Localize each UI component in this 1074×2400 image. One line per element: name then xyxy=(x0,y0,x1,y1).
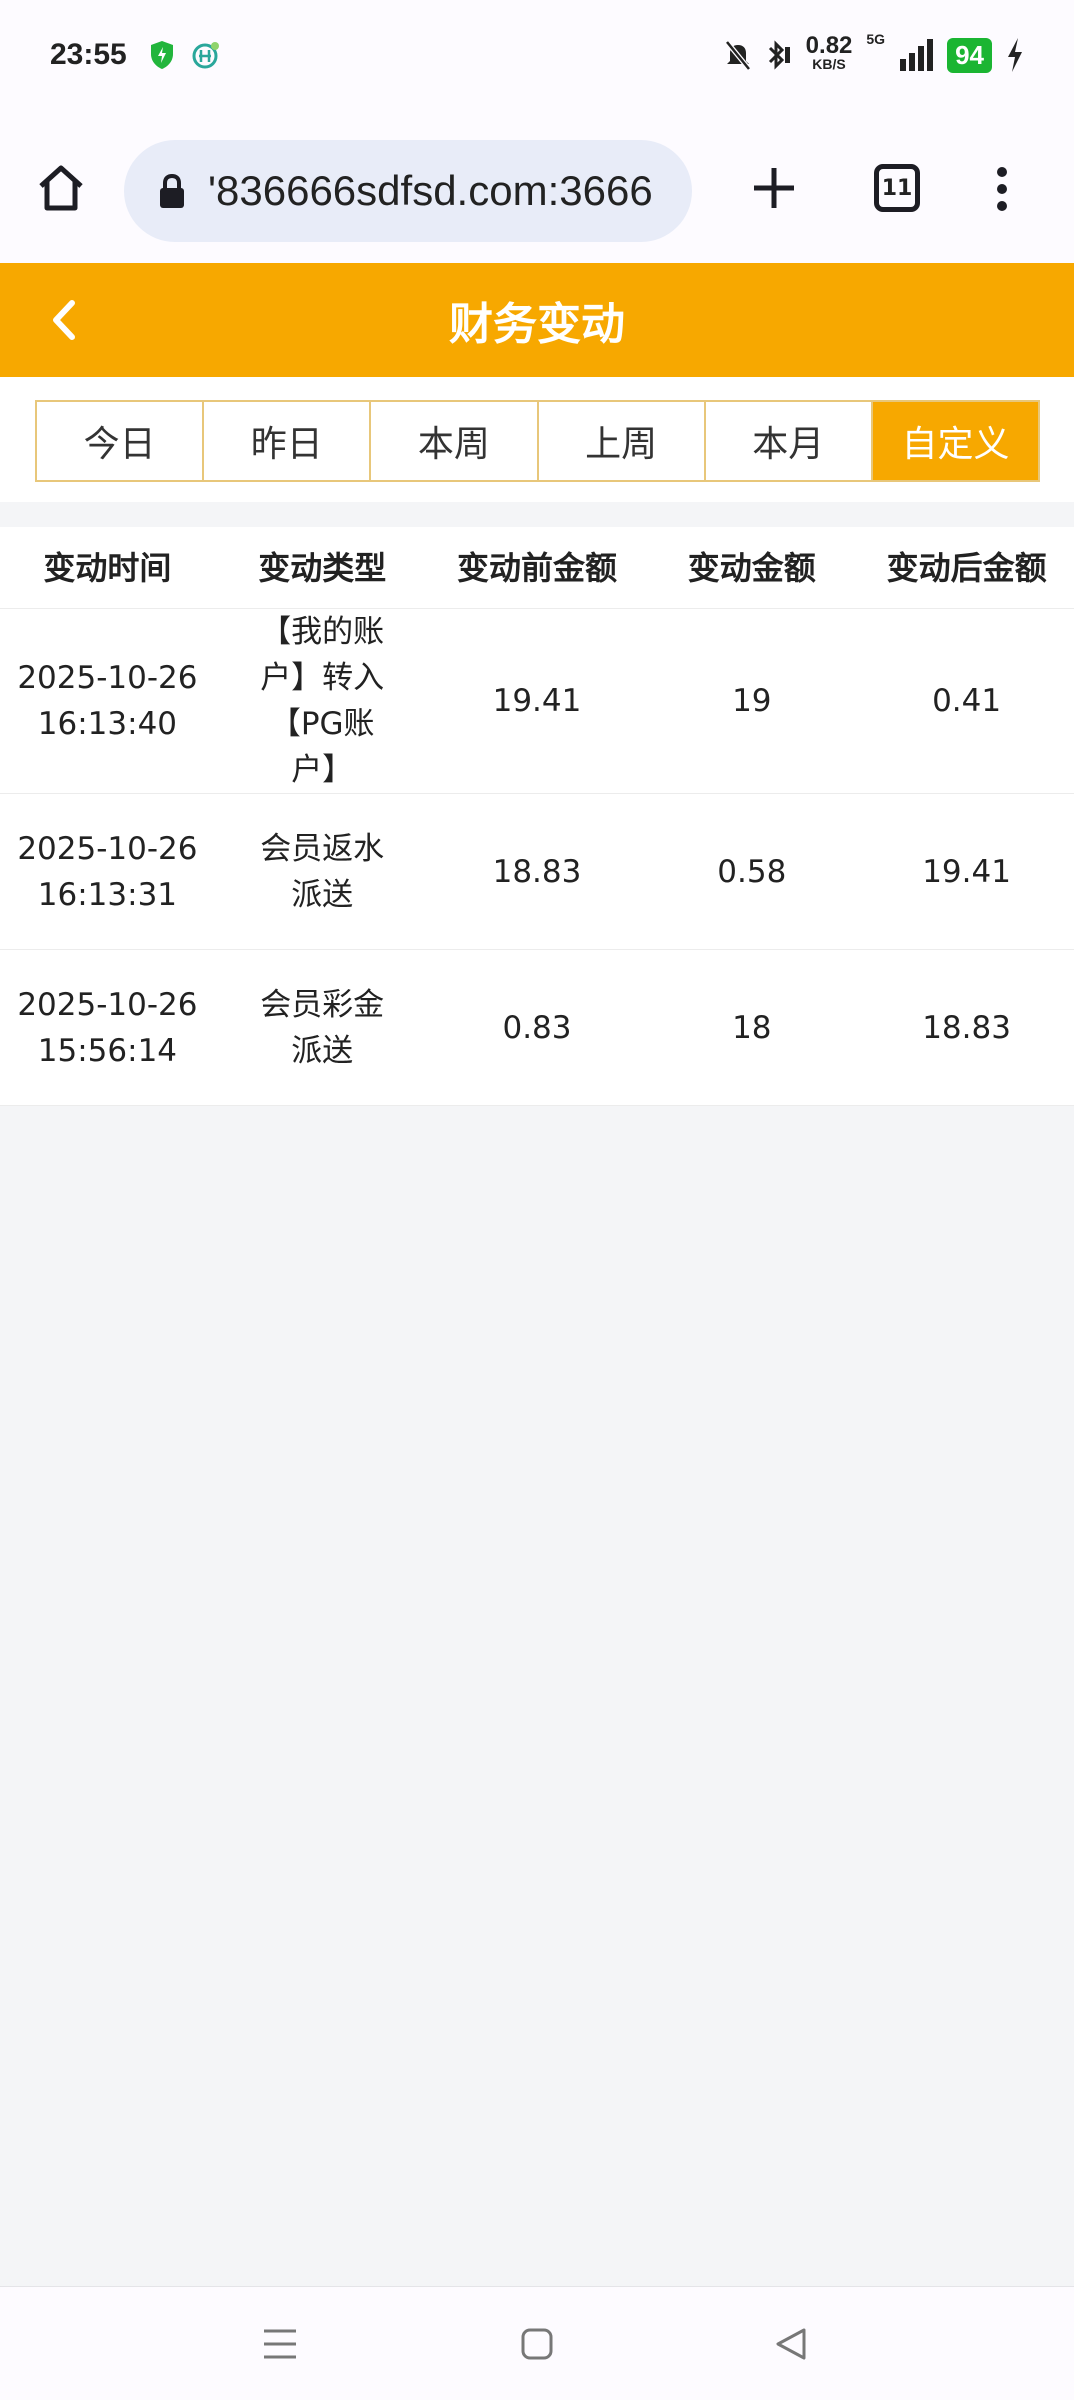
home-nav-icon[interactable] xyxy=(520,2327,554,2361)
time-text: 16:13:40 xyxy=(37,706,178,742)
net-speed: 0.82 KB/S xyxy=(805,32,853,73)
filter-tab[interactable]: 上周 xyxy=(538,402,706,480)
table-row: 2025-10-26 16:13:31 会员返水派送 18.83 0.58 19.41 xyxy=(0,794,1074,950)
network-type: 5G xyxy=(866,31,886,47)
back-chevron-icon[interactable] xyxy=(40,293,90,347)
amount-after-cell: 19.41 xyxy=(922,853,1011,890)
change-type-cell: 会员返水派送 xyxy=(260,830,385,913)
change-type-cell: 【我的账户】转入【PG账户】 xyxy=(260,614,385,788)
recent-apps-icon[interactable] xyxy=(262,2327,298,2361)
security-shield-icon xyxy=(150,41,173,69)
page-header: 财务变动 xyxy=(0,263,1074,377)
charging-icon xyxy=(1008,38,1022,72)
change-time-cell: 2025-10-26 15:56:14 xyxy=(0,982,215,1074)
address-bar[interactable]: '836666sdfsd.com:3666 xyxy=(124,140,692,242)
back-nav-icon[interactable] xyxy=(774,2327,808,2361)
net-speed-value: 0.82 xyxy=(805,32,853,59)
filter-tab[interactable]: 本月 xyxy=(705,402,873,480)
table-row: 2025-10-26 16:13:40 【我的账户】转入【PG账户】 19.41 19 0… xyxy=(0,609,1074,794)
filter-tab[interactable]: 今日 xyxy=(37,402,205,480)
table-header: 变动时间 变动类型 变动前金额 变动金额 变动后金额 xyxy=(0,527,1074,609)
home-icon[interactable] xyxy=(36,164,86,212)
filter-tab[interactable]: 自定义 xyxy=(872,402,1039,480)
battery-level: 94 xyxy=(947,37,992,73)
filter-tab[interactable]: 昨日 xyxy=(204,402,372,480)
amount-after-cell: 0.41 xyxy=(932,683,1002,719)
change-type-cell: 会员彩金派送 xyxy=(260,986,385,1069)
transactions-table: 变动时间 变动类型 变动前金额 变动金额 变动后金额 2025-10-26 16:13:4… xyxy=(0,527,1074,1106)
lock-icon[interactable] xyxy=(158,173,186,209)
change-time-cell: 2025-10-26 16:13:31 xyxy=(0,826,215,918)
time-text: 16:13:31 xyxy=(37,876,178,913)
date-filter-tabs: 今日 昨日 本周 上周 本月 自定义 xyxy=(35,400,1040,482)
bluetooth-icon xyxy=(768,40,790,70)
date-filter-bar: 今日 昨日 本周 上周 本月 自定义 xyxy=(0,377,1074,502)
status-bar: 23:55 0.82 KB/S 5G 94 xyxy=(0,0,1074,110)
tab-switcher-button[interactable]: 11 xyxy=(874,164,920,212)
more-menu-icon[interactable] xyxy=(992,166,1012,212)
change-amount-cell: 18 xyxy=(732,1009,772,1046)
page-title: 财务变动 xyxy=(449,299,625,350)
amount-before-cell: 18.83 xyxy=(492,853,582,890)
status-time: 23:55 xyxy=(50,38,127,71)
date-text: 2025-10-26 xyxy=(17,660,198,696)
signal-icon xyxy=(900,39,934,71)
app-notification-icon xyxy=(192,42,219,69)
url-text: '836666sdfsd.com:3666 xyxy=(208,167,653,214)
browser-toolbar: '836666sdfsd.com:3666 11 xyxy=(0,110,1074,263)
date-text: 2025-10-26 xyxy=(17,830,198,867)
column-header: 变动金额 xyxy=(687,548,816,587)
amount-before-cell: 19.41 xyxy=(492,683,582,719)
new-tab-icon[interactable] xyxy=(752,166,796,210)
column-header: 变动时间 xyxy=(43,548,172,587)
date-text: 2025-10-26 xyxy=(17,986,198,1023)
filter-tab[interactable]: 本周 xyxy=(371,402,539,480)
column-header: 变动后金额 xyxy=(886,548,1047,587)
table-row: 2025-10-26 15:56:14 会员彩金派送 0.83 18 18.83 xyxy=(0,950,1074,1106)
change-amount-cell: 19 xyxy=(732,683,772,719)
column-header: 变动类型 xyxy=(258,548,387,587)
bell-muted-icon xyxy=(724,40,751,71)
system-nav-bar xyxy=(0,2286,1074,2400)
amount-before-cell: 0.83 xyxy=(502,1009,572,1046)
change-time-cell: 2025-10-26 16:13:40 xyxy=(0,655,215,747)
net-speed-unit: KB/S xyxy=(812,56,846,72)
tab-count: 11 xyxy=(881,175,913,201)
amount-after-cell: 18.83 xyxy=(922,1009,1011,1046)
time-text: 15:56:14 xyxy=(37,1032,178,1069)
change-amount-cell: 0.58 xyxy=(717,853,787,890)
column-header: 变动前金额 xyxy=(456,548,617,587)
